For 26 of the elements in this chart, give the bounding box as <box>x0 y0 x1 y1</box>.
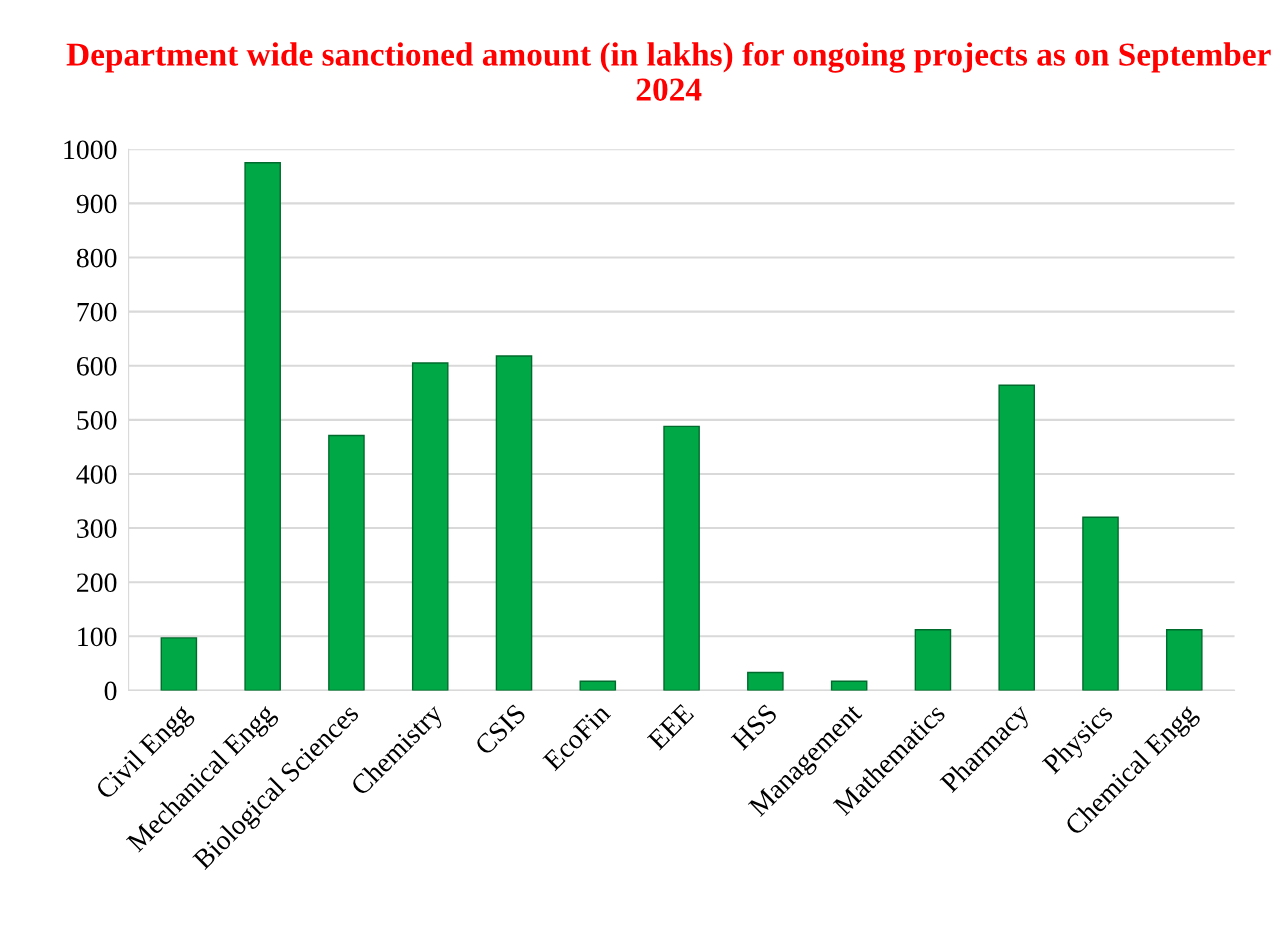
bar <box>830 680 868 691</box>
y-tick-label: 1000 <box>64 140 117 160</box>
y-tick-label: 200 <box>77 573 117 593</box>
bar <box>579 680 617 691</box>
y-tick-label: 800 <box>76 248 117 268</box>
bar <box>160 637 198 691</box>
y-tick-label: 600 <box>77 356 117 376</box>
bar <box>411 362 449 691</box>
bar <box>914 629 952 691</box>
y-tick-label: 400 <box>76 465 117 484</box>
y-tick-label: 900 <box>76 194 117 214</box>
y-tick-label: 100 <box>78 627 117 647</box>
bar <box>1165 629 1203 691</box>
bar <box>663 425 700 691</box>
bar <box>1082 516 1119 691</box>
bar <box>328 434 365 691</box>
y-tick-label: 300 <box>77 519 117 538</box>
chart-title: Department wide sanctioned amount (in lakhs) for ongoing projects as on September 2024 <box>66 41 1271 101</box>
bar <box>244 162 281 691</box>
y-tick-label: 0 <box>104 681 117 701</box>
bar <box>495 355 533 691</box>
x-tick-label: EEE <box>646 703 695 751</box>
y-tick-label: 700 <box>77 302 117 322</box>
bar <box>747 671 784 691</box>
bar <box>998 384 1036 691</box>
y-tick-label: 500 <box>77 411 117 430</box>
